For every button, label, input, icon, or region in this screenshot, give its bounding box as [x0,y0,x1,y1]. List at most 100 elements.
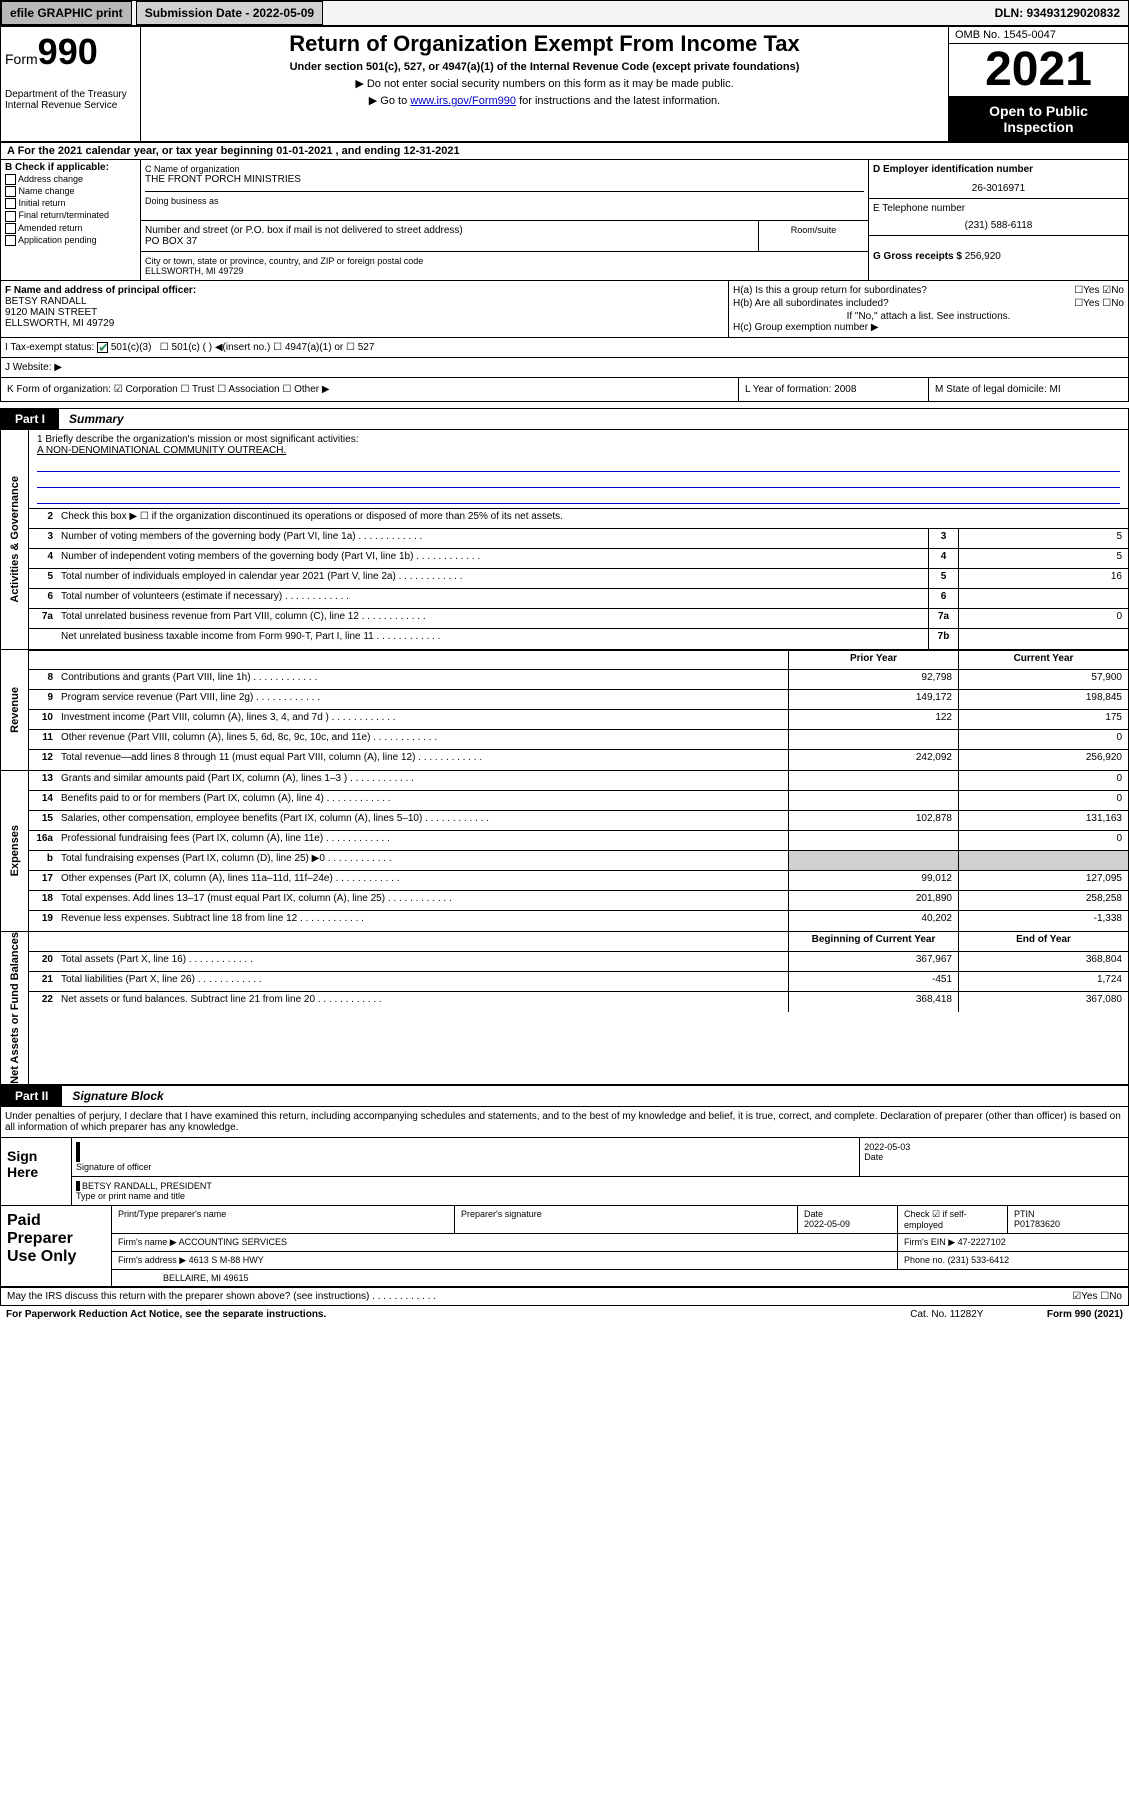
part1-tab: Part I [1,409,59,429]
f-label: F Name and address of principal officer: [5,285,196,296]
gross-value: 256,920 [965,251,1001,262]
part2-title: Signature Block [62,1086,173,1106]
data-row: 11Other revenue (Part VIII, column (A), … [29,730,1128,750]
net-assets-section: Net Assets or Fund Balances Beginning of… [0,932,1129,1085]
chk-initial-return[interactable]: Initial return [5,198,136,209]
chk-501c3[interactable] [97,342,108,353]
mission-text: A NON-DENOMINATIONAL COMMUNITY OUTREACH. [37,445,1120,456]
prep-sig-hdr: Preparer's signature [455,1206,798,1233]
sign-here-block: Sign Here Signature of officer 2022-05-0… [0,1137,1129,1206]
tel-value: (231) 588-6118 [873,220,1124,231]
prep-ptin: PTINP01783620 [1008,1206,1128,1233]
efile-button[interactable]: efile GRAPHIC print [1,1,132,25]
perjury-statement: Under penalties of perjury, I declare th… [0,1107,1129,1137]
data-row: 16aProfessional fundraising fees (Part I… [29,831,1128,851]
bottom-footer: For Paperwork Reduction Act Notice, see … [0,1306,1129,1323]
dba-label: Doing business as [145,191,864,206]
hb-row: H(b) Are all subordinates included?☐Yes … [733,298,1124,309]
row-a-tax-year: A For the 2021 calendar year, or tax yea… [0,142,1129,160]
org-name-label: C Name of organization [145,164,864,174]
chk-app-pending[interactable]: Application pending [5,235,136,246]
officer-city: ELLSWORTH, MI 49729 [5,318,114,329]
col-c-org-info: C Name of organization THE FRONT PORCH M… [141,160,868,280]
data-row: 22Net assets or fund balances. Subtract … [29,992,1128,1012]
firm-address: Firm's address ▶ 4613 S M-88 HWY [112,1252,898,1269]
form-header: Form990 Department of the Treasury Inter… [0,26,1129,142]
room-suite: Room/suite [758,221,868,251]
chk-final-return[interactable]: Final return/terminated [5,210,136,221]
addr-label: Number and street (or P.O. box if mail i… [145,225,754,236]
part2-tab: Part II [1,1086,62,1106]
hb-yesno[interactable]: ☐Yes ☐No [1074,298,1124,309]
chk-address-change[interactable]: Address change [5,174,136,185]
city-block: City or town, state or province, country… [141,251,868,280]
irs-link[interactable]: www.irs.gov/Form990 [410,95,516,107]
gov-row: 4Number of independent voting members of… [29,549,1128,569]
data-row: 14Benefits paid to or for members (Part … [29,791,1128,811]
header-right: OMB No. 1545-0047 2021 Open to PublicIns… [948,27,1128,141]
col-b-checkboxes: B Check if applicable: Address change Na… [1,160,141,280]
form-title: Return of Organization Exempt From Incom… [145,31,944,57]
part2-header: Part II Signature Block [0,1085,1129,1107]
sign-here-label: Sign Here [1,1138,71,1205]
dept-treasury: Department of the Treasury [5,89,136,100]
gov-row: 5Total number of individuals employed in… [29,569,1128,589]
data-row: 19Revenue less expenses. Subtract line 1… [29,911,1128,931]
part1-title: Summary [59,409,134,429]
prep-name-hdr: Print/Type preparer's name [112,1206,455,1233]
gross-label: G Gross receipts $ [873,251,962,262]
col-k-form-org: K Form of organization: ☑ Corporation ☐ … [1,378,738,401]
beginning-year-hdr: Beginning of Current Year [788,932,958,951]
section-bcd: B Check if applicable: Address change Na… [0,160,1129,281]
firm-ein: Firm's EIN ▶ 47-2227102 [898,1234,1128,1251]
submission-date: Submission Date - 2022-05-09 [136,1,323,25]
data-row: 9Program service revenue (Part VIII, lin… [29,690,1128,710]
hb-note: If "No," attach a list. See instructions… [733,311,1124,322]
expenses-section: Expenses 13Grants and similar amounts pa… [0,771,1129,932]
data-row: 13Grants and similar amounts paid (Part … [29,771,1128,791]
chk-amended[interactable]: Amended return [5,223,136,234]
tax-year: 2021 [949,44,1128,97]
row-2-discontinued: 2Check this box ▶ ☐ if the organization … [29,509,1128,529]
prep-header-row: Print/Type preparer's name Preparer's si… [112,1206,1128,1234]
tel-label: E Telephone number [873,203,1124,214]
row-klm: K Form of organization: ☑ Corporation ☐ … [0,378,1129,402]
gross-receipts-block: G Gross receipts $ 256,920 [869,236,1128,266]
col-f-officer: F Name and address of principal officer:… [1,281,728,337]
officer-name: BETSY RANDALL [5,296,87,307]
gov-row: 7aTotal unrelated business revenue from … [29,609,1128,629]
revenue-label: Revenue [1,650,29,770]
irs-discuss-row: May the IRS discuss this return with the… [0,1287,1129,1306]
hc-row: H(c) Group exemption number ▶ [733,322,1124,333]
ein-label: D Employer identification number [873,164,1124,175]
gov-row: Net unrelated business taxable income fr… [29,629,1128,649]
sig-name-row: BETSY RANDALL, PRESIDENT Type or print n… [72,1177,1128,1205]
col-h-group: H(a) Is this a group return for subordin… [728,281,1128,337]
governance-section: Activities & Governance 1 Briefly descri… [0,430,1129,650]
data-row: bTotal fundraising expenses (Part IX, co… [29,851,1128,871]
telephone-block: E Telephone number (231) 588-6118 [869,199,1128,236]
irs-discuss-question: May the IRS discuss this return with the… [7,1291,1072,1302]
net-assets-label: Net Assets or Fund Balances [1,932,29,1084]
officer-addr: 9120 MAIN STREET [5,307,97,318]
paid-preparer-block: Paid Preparer Use Only Print/Type prepar… [0,1206,1129,1287]
col-m-state: M State of legal domicile: MI [928,378,1128,401]
mission-block: 1 Briefly describe the organization's mi… [29,430,1128,509]
year-headers: Prior Year Current Year [29,650,1128,670]
net-headers: Beginning of Current Year End of Year [29,932,1128,952]
data-row: 17Other expenses (Part IX, column (A), l… [29,871,1128,891]
chk-name-change[interactable]: Name change [5,186,136,197]
data-row: 8Contributions and grants (Part VIII, li… [29,670,1128,690]
irs-discuss-yesno[interactable]: ☑Yes ☐No [1072,1291,1122,1302]
dln-number: DLN: 93493129020832 [987,2,1128,24]
address-row: Number and street (or P.O. box if mail i… [141,221,868,251]
prep-self-emp[interactable]: Check ☑ if self-employed [898,1206,1008,1233]
ha-yesno[interactable]: ☐Yes ☑No [1074,285,1124,296]
governance-label: Activities & Governance [1,430,29,649]
open-to-public: Open to PublicInspection [949,97,1128,141]
top-bar: efile GRAPHIC print Submission Date - 20… [0,0,1129,26]
revenue-section: Revenue Prior Year Current Year 8Contrib… [0,650,1129,771]
cat-number: Cat. No. 11282Y [847,1309,1047,1320]
col-d-ein: D Employer identification number 26-3016… [868,160,1128,280]
header-left: Form990 Department of the Treasury Inter… [1,27,141,141]
